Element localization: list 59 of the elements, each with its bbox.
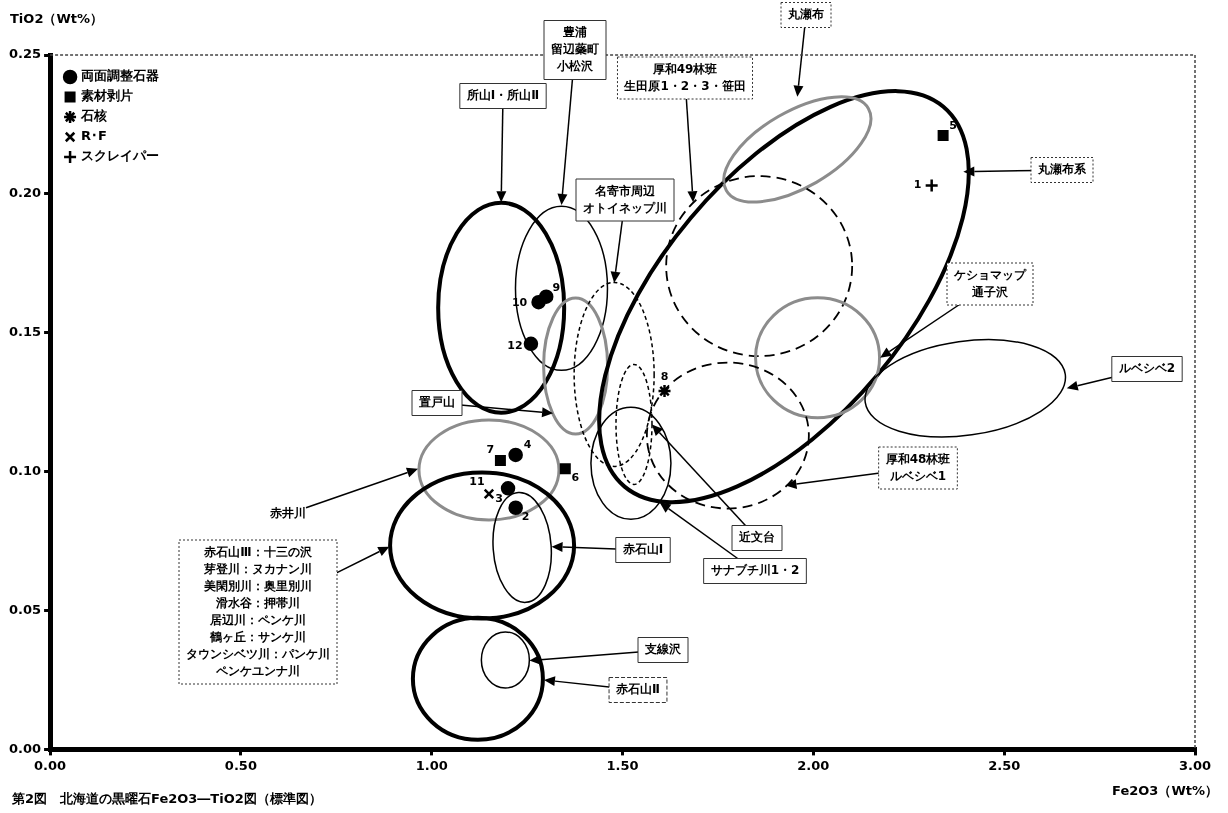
- y-tick-label: 0.15: [9, 324, 42, 340]
- legend-label: 石核: [80, 108, 108, 124]
- annotation: 8: [660, 369, 669, 383]
- annotation: 赤石山Ⅱ: [615, 682, 660, 697]
- y-tick-label: 0.20: [9, 185, 42, 201]
- annotation: サナブチ川1・2: [710, 563, 800, 578]
- point: [924, 178, 939, 193]
- annotation: 厚和49林班生田原1・2・3・笹田: [623, 61, 746, 93]
- point: [937, 130, 949, 142]
- x-tick-label: 3.00: [1178, 757, 1212, 773]
- point: [508, 447, 523, 463]
- annotation: ケショマップ通子沢: [953, 267, 1027, 299]
- annotation: 12: [507, 338, 523, 352]
- y-axis-title: TiO2（Wt%）: [10, 11, 103, 27]
- point: [523, 336, 539, 352]
- annotation: 赤石山Ⅰ: [621, 542, 664, 557]
- legend-label: 素材剥片: [81, 88, 134, 104]
- x-tick-label: 0.50: [224, 757, 257, 773]
- text: 第2図 北海道の黒曜石Fe2O3―TiO2図（標準図）: [11, 791, 322, 807]
- annotation: 所山Ⅰ・所山Ⅱ: [465, 88, 540, 103]
- y-tick-label: 0.05: [9, 601, 42, 617]
- annotation: 7: [486, 443, 495, 457]
- annotation: 11: [469, 474, 485, 488]
- y-tick-label: 0.25: [9, 46, 42, 62]
- annotation: 豊浦留辺蘂町小松沢: [551, 25, 599, 74]
- point: [531, 294, 546, 310]
- legend-label: R･F: [81, 128, 107, 144]
- annotation: 赤石山Ⅲ：十三の沢芽登川：ヌカナン川美閑別川：奥里別川滑水谷：押帯川居辺川：ペンケ川鶴ヶ丘：サンケ川タウンシベツ川：パンケ川ペンケユンナ川: [186, 544, 330, 678]
- point: [500, 481, 516, 496]
- y-tick-label: 0.10: [9, 463, 42, 479]
- legend-label: スクレイパー: [81, 148, 160, 164]
- y-tick-label: 0.00: [9, 740, 42, 756]
- annotation: ルベシベ2: [1117, 361, 1176, 376]
- legend-label: 両面調整石器: [81, 68, 160, 84]
- annotation: 9: [552, 280, 561, 294]
- annotation: 名寄市周辺オトイネップ川: [583, 183, 667, 215]
- x-tick-label: 2.00: [797, 757, 830, 773]
- x-tick-label: 1.50: [606, 757, 639, 773]
- x-tick-label: 0.00: [34, 757, 67, 773]
- annotation: 支線沢: [644, 642, 682, 657]
- annotation: 3: [495, 492, 503, 506]
- x-tick-label: 2.50: [988, 757, 1021, 773]
- point: [657, 383, 672, 399]
- annotation: 2: [521, 509, 530, 523]
- x-tick-label: 1.00: [415, 757, 448, 773]
- annotation: 6: [571, 470, 580, 484]
- point: [494, 455, 506, 467]
- annotation: 1: [913, 178, 922, 192]
- annotation: 厚和48林班ルベシベ1: [884, 451, 951, 483]
- text: 丸瀬布: [787, 7, 824, 22]
- point: [483, 488, 495, 500]
- point: [508, 500, 523, 515]
- annotation: 丸瀬布系: [1037, 162, 1087, 177]
- annotation: 近文台: [738, 530, 775, 545]
- annotation: 4: [523, 437, 532, 451]
- annotation: 赤井川: [269, 506, 306, 521]
- annotation: 置戸山: [418, 395, 455, 410]
- x-axis-title: Fe2O3（Wt%）: [1112, 783, 1218, 799]
- point: [559, 463, 571, 475]
